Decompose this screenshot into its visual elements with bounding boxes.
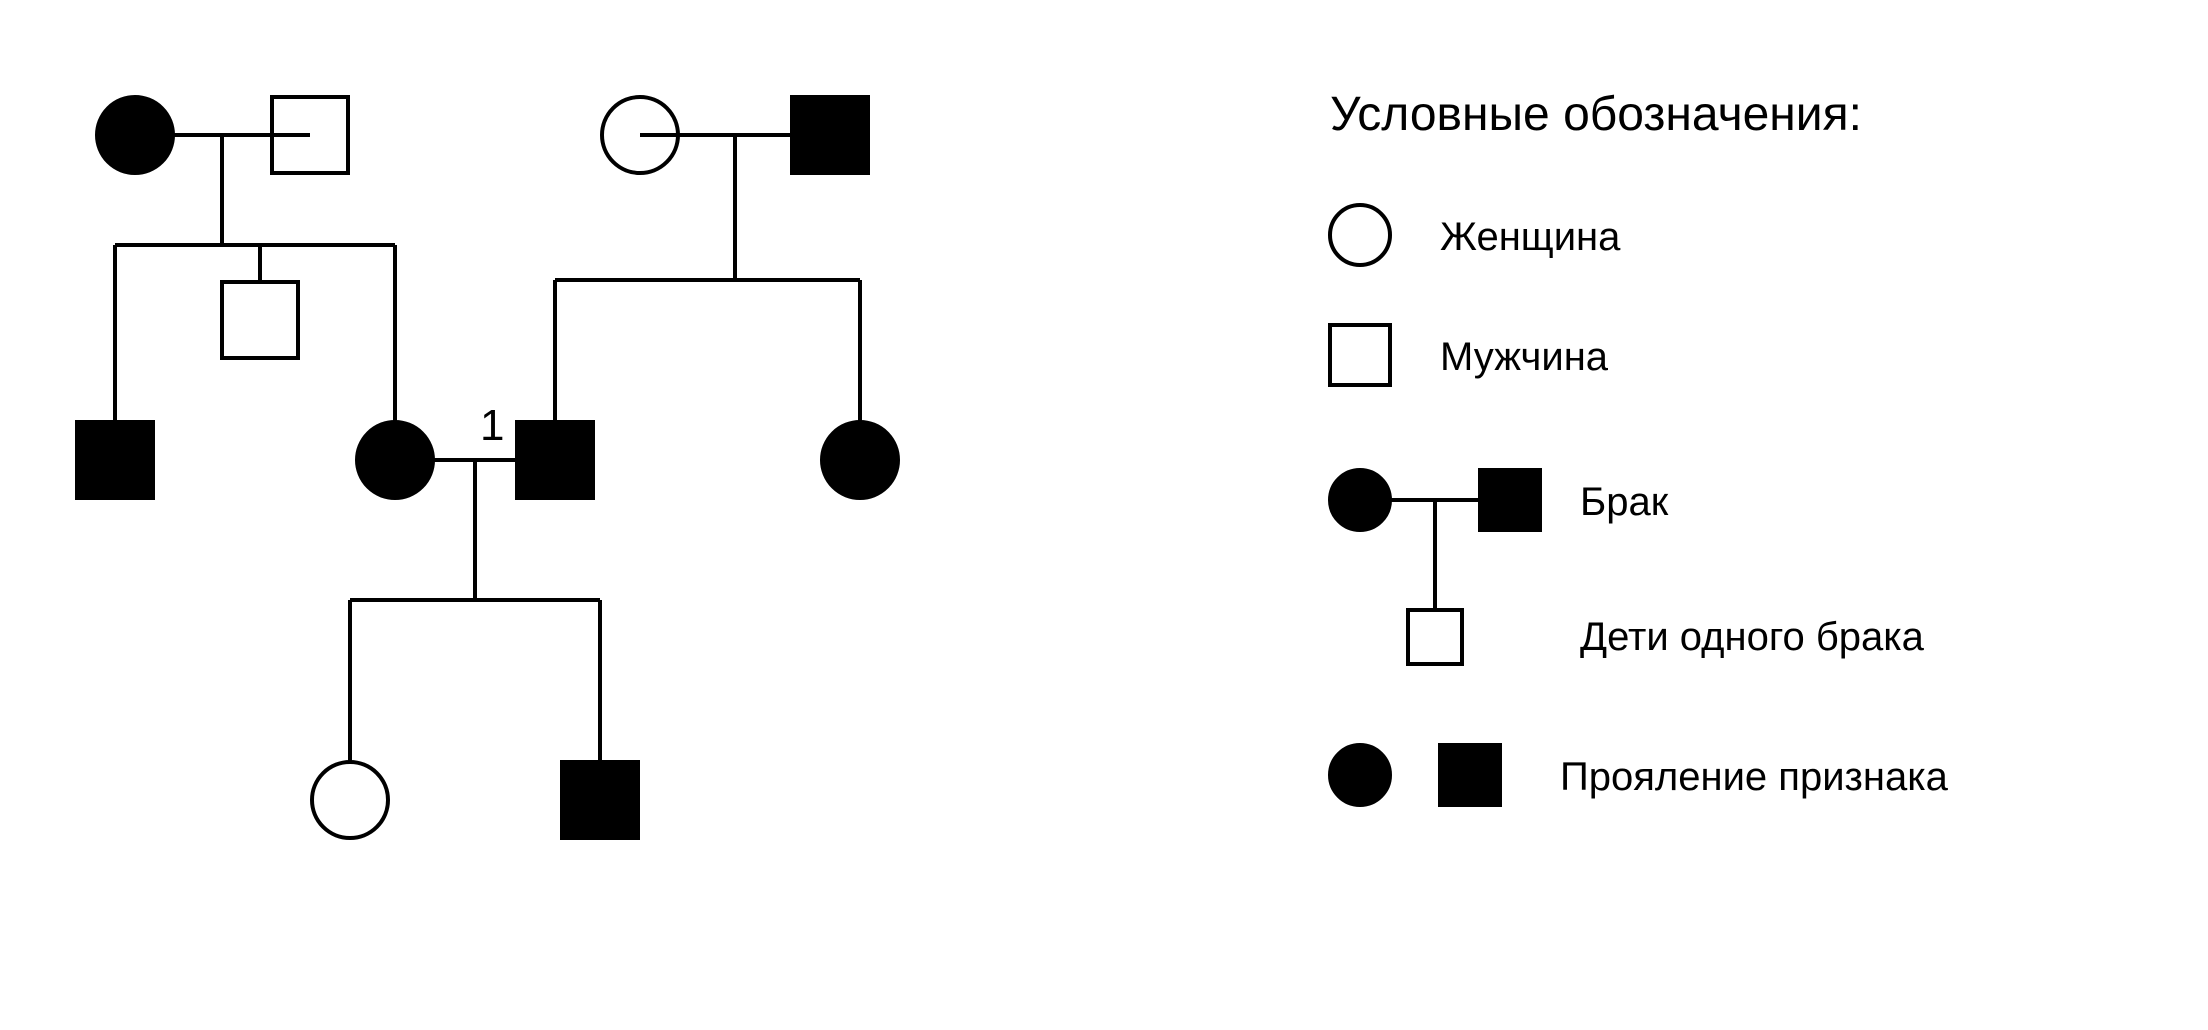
node-g2-f2-son bbox=[517, 422, 593, 498]
marriage-label-2: 1 bbox=[480, 401, 504, 450]
background bbox=[0, 0, 2208, 1030]
node-g2-f1-dau bbox=[357, 422, 433, 498]
legend-trait-square bbox=[1440, 745, 1500, 805]
legend-marriage-square bbox=[1480, 470, 1540, 530]
node-g3-son bbox=[562, 762, 638, 838]
legend-marriage-circle bbox=[1330, 470, 1390, 530]
node-g2-f1-son1 bbox=[77, 422, 153, 498]
legend-label-1: Мужчина bbox=[1440, 335, 1609, 379]
node-g1-f2-father bbox=[792, 97, 868, 173]
node-g2-f2-dau bbox=[822, 422, 898, 498]
legend-title: Условные обозначения: bbox=[1330, 88, 1862, 141]
legend-label-marriage: Брак bbox=[1580, 480, 1669, 524]
legend-label-0: Женщина bbox=[1440, 215, 1621, 259]
legend-trait-circle bbox=[1330, 745, 1390, 805]
legend-label-children: Дети одного брака bbox=[1580, 615, 1925, 659]
node-g1-f1-mother bbox=[97, 97, 173, 173]
legend-label-trait: Прояление признака bbox=[1560, 755, 1949, 799]
